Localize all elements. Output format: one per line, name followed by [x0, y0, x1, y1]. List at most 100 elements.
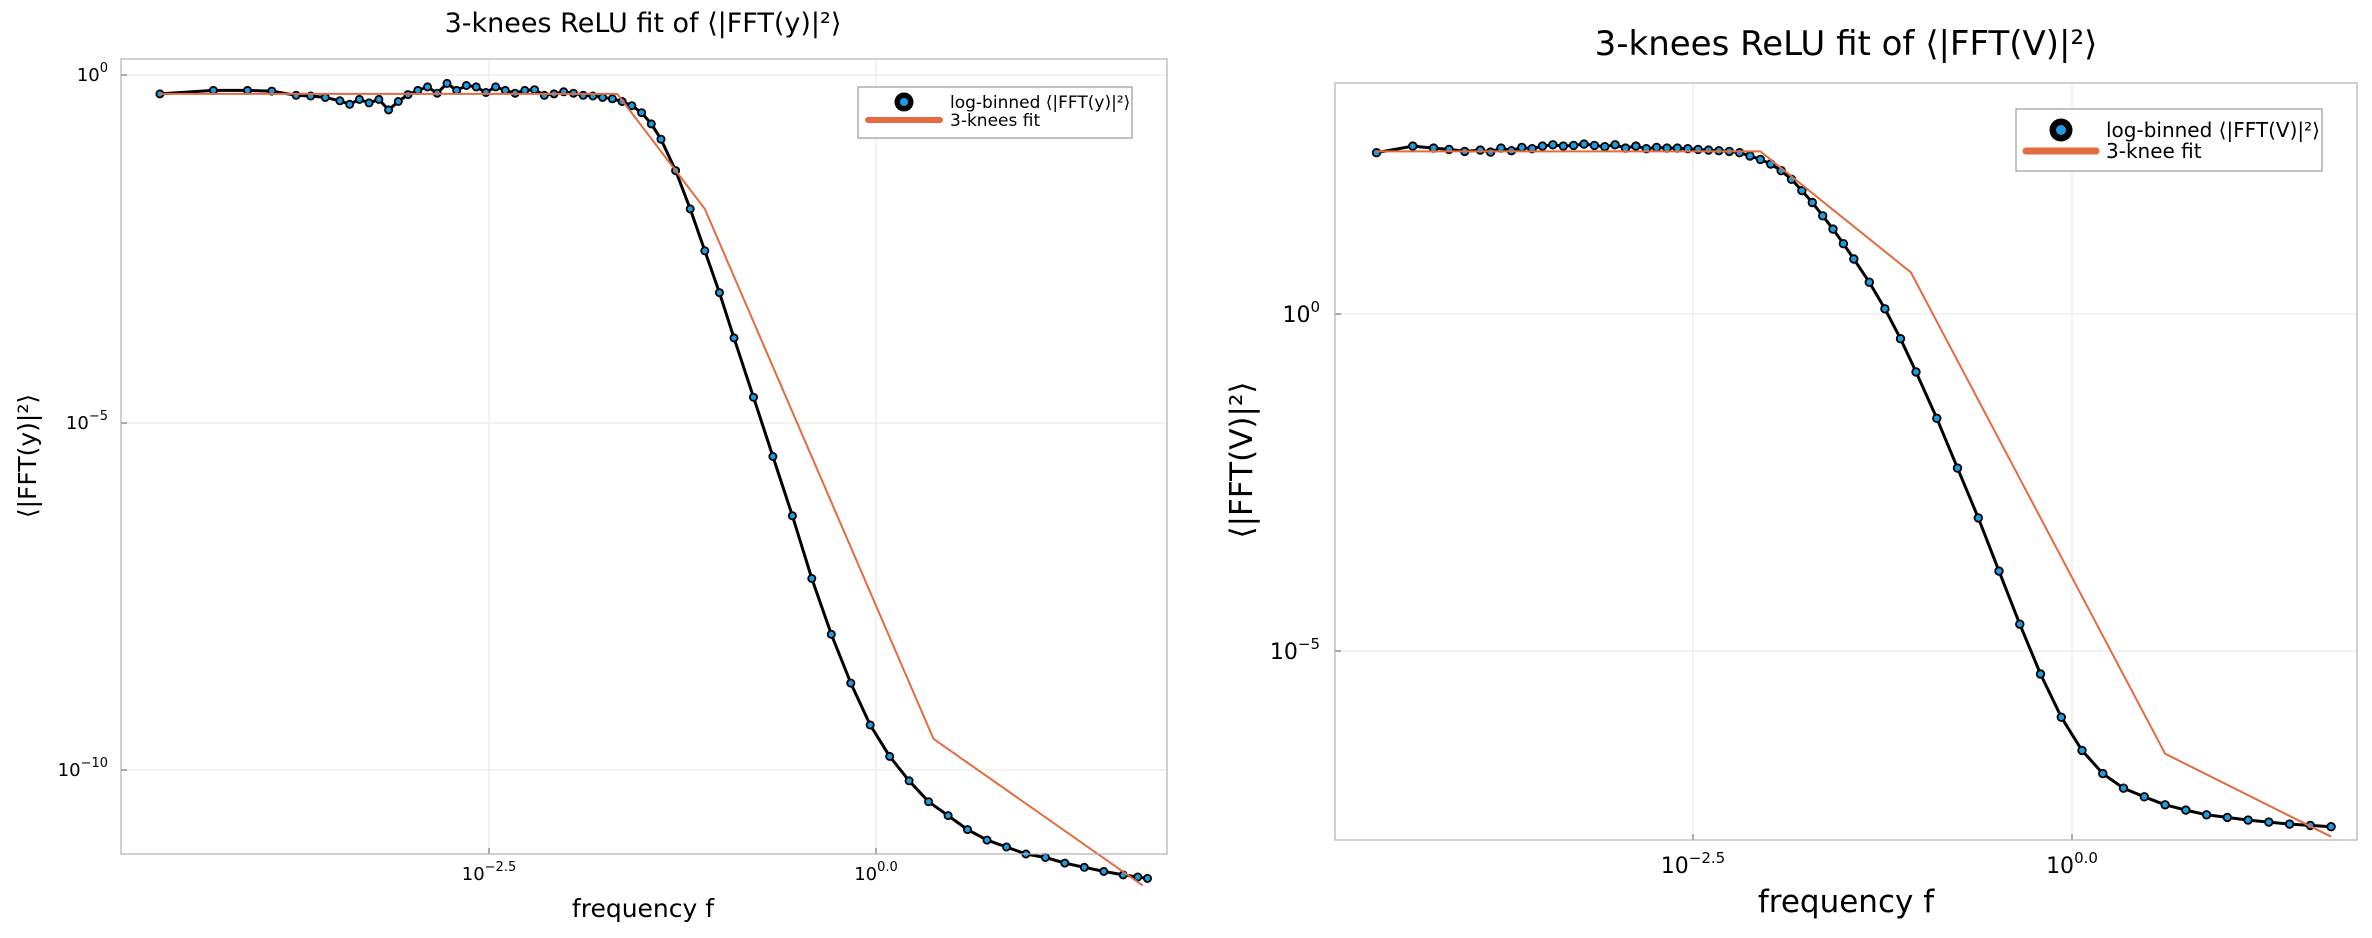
legend: log-binned ⟨|FFT(V)|²⟩ 3-knee fit: [2015, 108, 2323, 172]
data-point: [943, 811, 953, 821]
x-axis-label: frequency f: [1758, 884, 1935, 920]
data-point: [963, 825, 973, 835]
data-point: [1079, 862, 1089, 872]
data-point: [1558, 141, 1568, 151]
data-point: [1589, 140, 1600, 151]
legend-box: [2015, 108, 2323, 172]
data-point: [1517, 142, 1527, 153]
data-point: [2284, 819, 2295, 829]
y-tick-label: 10−5: [66, 409, 108, 434]
data-point: [768, 451, 778, 461]
data-point: [1895, 334, 1906, 344]
data-point: [1952, 463, 1963, 473]
data-point: [2264, 817, 2274, 827]
x-tick-label: 10−2.5: [1661, 849, 1725, 879]
data-point: [2222, 812, 2232, 823]
data-point: [1548, 140, 1558, 150]
x-tick-label: 100.0: [854, 860, 898, 885]
data-point: [578, 90, 588, 100]
data-point: [1932, 413, 1942, 423]
y-tick-label: 100: [1282, 298, 1320, 328]
legend-label: log-binned ⟨|FFT(y)|²⟩: [950, 93, 1130, 113]
data-point: [729, 333, 739, 343]
data-point: [393, 97, 403, 107]
chart-title: 3-knees ReLU fit of ⟨|FFT(y)|²⟩: [445, 8, 842, 39]
data-marks: [155, 78, 1153, 887]
data-point: [2056, 712, 2066, 722]
data-point: [2139, 792, 2149, 802]
data-point: [364, 98, 374, 108]
data-point: [491, 82, 501, 92]
y-axis-label: ⟨|FFT(V)|²⟩: [1224, 382, 1260, 539]
data-point: [904, 776, 914, 786]
data-point: [1475, 145, 1485, 155]
data-point: [384, 105, 394, 115]
data-point: [1002, 842, 1012, 852]
x-tick-labels: 10−2.5 100.0: [462, 860, 898, 885]
data-point: [627, 101, 637, 111]
data-point: [354, 94, 364, 104]
data-point: [1973, 513, 1983, 523]
data-point: [374, 94, 384, 104]
y-tick-labels: 100 10−5 10−10: [58, 61, 108, 781]
x-tick-label: 10−2.5: [462, 860, 516, 885]
plot-frame: [1334, 82, 2358, 841]
x-axis-label: frequency f: [572, 894, 715, 923]
y-tick-label: 10−10: [58, 756, 108, 781]
data-point: [335, 96, 345, 106]
data-point: [1828, 224, 1838, 234]
data-point: [345, 99, 355, 109]
data-point: [846, 678, 856, 688]
legend-marker-scatter-fill: [900, 98, 908, 106]
data-point: [1631, 141, 1641, 151]
plot-frame: [120, 58, 1168, 855]
data-point: [637, 108, 647, 118]
data-point: [607, 94, 617, 104]
legend-label: 3-knees fit: [950, 111, 1040, 131]
data-point: [2160, 800, 2170, 810]
data-point: [1745, 151, 1755, 161]
chart-panel-1: 3-knees ReLU fit of ⟨|FFT(y)|²⟩ 10−2.5: [13, 8, 1168, 923]
legend-label: 3-knee fit: [2106, 139, 2202, 163]
data-point: [461, 81, 471, 91]
grid-lines: [1335, 83, 2357, 840]
data-point: [1703, 145, 1714, 155]
data-point: [481, 88, 491, 98]
data-point: [1911, 367, 1921, 377]
y-tick-label: 100: [77, 61, 108, 86]
data-point: [1040, 853, 1050, 863]
data-point: [1849, 254, 1859, 264]
data-point: [685, 204, 695, 214]
data-point: [885, 751, 895, 761]
data-point: [1537, 141, 1548, 151]
data-point: [1579, 139, 1589, 149]
data-point: [539, 90, 549, 100]
y-tick-labels: 100 10−5: [1270, 298, 1320, 665]
data-point: [2035, 669, 2046, 679]
data-point: [1807, 197, 1817, 208]
data-point: [442, 78, 452, 88]
data-point: [656, 134, 666, 144]
axis-ticks: [121, 74, 877, 854]
fit-line: [159, 92, 1144, 887]
data-point: [924, 797, 934, 807]
data-point: [1133, 872, 1143, 882]
data-point: [1600, 141, 1610, 152]
x-tick-label: 100.0: [2046, 849, 2098, 879]
data-point: [826, 629, 836, 639]
data-point: [1568, 140, 1579, 151]
data-point: [1651, 142, 1662, 153]
legend-marker-scatter-fill: [2056, 125, 2066, 135]
chart-panel-2: 3-knees ReLU fit of ⟨|FFT(V)|²⟩ 10−2.5 1…: [1224, 24, 2358, 920]
data-point: [1755, 154, 1766, 165]
data-point: [422, 82, 432, 92]
axis-ticks: [1335, 313, 2073, 840]
data-point: [1610, 140, 1620, 150]
data-point: [1060, 858, 1070, 868]
data-point: [714, 288, 724, 298]
grid-lines: [121, 59, 1167, 854]
plot-area: [1334, 82, 2358, 841]
data-point: [2243, 815, 2253, 825]
data-point: [1994, 566, 2004, 576]
